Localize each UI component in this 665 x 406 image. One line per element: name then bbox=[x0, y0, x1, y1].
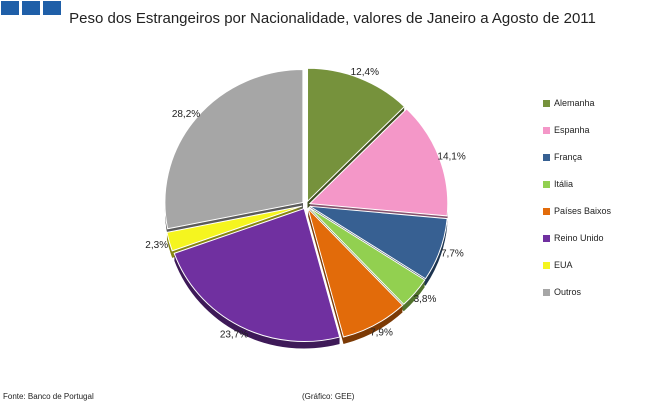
pie-slice-alemanha bbox=[307, 67, 406, 203]
legend-swatch bbox=[543, 100, 550, 107]
pie-slice-outros bbox=[164, 68, 304, 230]
source-note: Fonte: Banco de Portugal bbox=[3, 392, 94, 401]
legend-item: EUA bbox=[543, 260, 611, 287]
pie-slice-pa-ses-baixos bbox=[307, 208, 404, 338]
legend-swatch bbox=[543, 127, 550, 134]
logo bbox=[1, 1, 61, 15]
legend-swatch bbox=[543, 289, 550, 296]
pie-slice-fran-a bbox=[309, 205, 448, 280]
legend-swatch bbox=[543, 208, 550, 215]
legend-item: Alemanha bbox=[543, 98, 611, 125]
legend-swatch bbox=[543, 235, 550, 242]
legend-item: Itália bbox=[543, 179, 611, 206]
slice-value-label: 28,2% bbox=[172, 109, 200, 120]
legend-label: Países Baixos bbox=[554, 206, 612, 216]
legend: Alemanha Espanha França Itália Países Baixos… bbox=[543, 98, 611, 314]
slice-value-label: 2,3% bbox=[145, 240, 168, 251]
slice-value-label: 7,9% bbox=[370, 328, 393, 339]
chart-credit: (Gráfico: GEE) bbox=[302, 392, 355, 401]
legend-item: Espanha bbox=[543, 125, 611, 152]
slice-value-label: 14,1% bbox=[437, 151, 465, 162]
legend-label: Espanha bbox=[554, 125, 590, 135]
legend-swatch bbox=[543, 181, 550, 188]
pie-slice-espanha bbox=[308, 108, 449, 217]
legend-swatch bbox=[543, 154, 550, 161]
legend-label: Reino Unido bbox=[554, 233, 604, 243]
pie-slice-eua bbox=[166, 205, 303, 252]
slice-value-label: 3,8% bbox=[414, 294, 437, 305]
slice-value-label: 7,7% bbox=[441, 249, 464, 260]
legend-label: Alemanha bbox=[554, 98, 595, 108]
legend-label: França bbox=[554, 152, 583, 162]
chart-title: Peso dos Estrangeiros por Nacionalidade,… bbox=[69, 10, 596, 27]
legend-item: França bbox=[543, 152, 611, 179]
legend-item: Outros bbox=[543, 287, 611, 314]
legend-label: Itália bbox=[554, 179, 574, 189]
logo-block bbox=[1, 1, 19, 15]
legend-label: Outros bbox=[554, 287, 582, 297]
pie-slice-reino-unido bbox=[173, 207, 341, 343]
legend-item: Reino Unido bbox=[543, 233, 611, 260]
legend-swatch bbox=[543, 262, 550, 269]
pie-slice-it-lia bbox=[308, 207, 426, 305]
legend-label: EUA bbox=[554, 260, 573, 270]
logo-block bbox=[43, 1, 61, 15]
logo-block bbox=[22, 1, 40, 15]
legend-item: Países Baixos bbox=[543, 206, 611, 233]
slice-value-label: 12,4% bbox=[351, 67, 379, 78]
slice-value-label: 23,7% bbox=[220, 329, 248, 340]
